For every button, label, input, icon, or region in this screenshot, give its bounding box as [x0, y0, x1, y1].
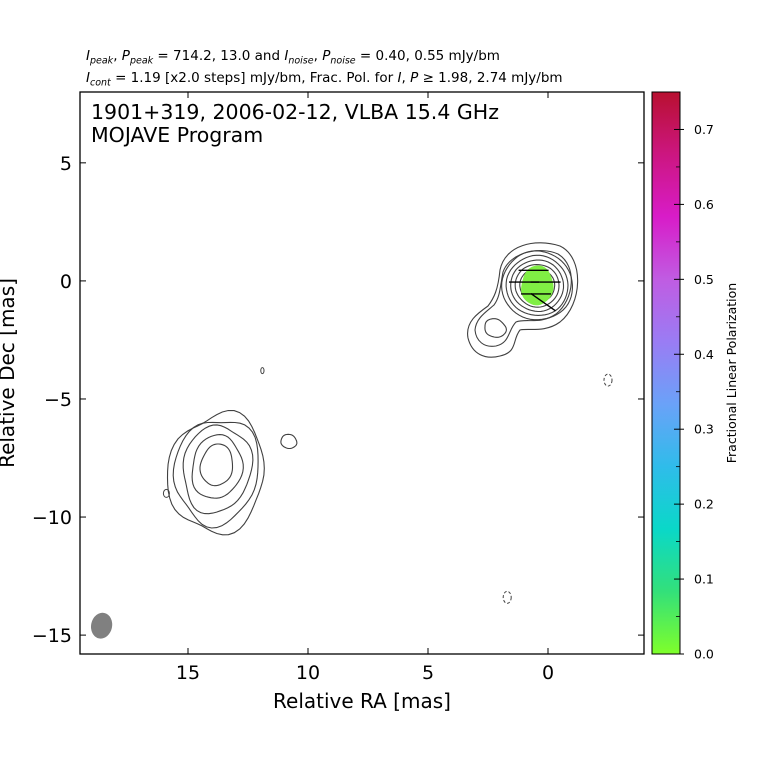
y-tick-label: −15 [32, 625, 72, 647]
colorbar-tick-label: 0.0 [694, 647, 714, 662]
edge-knot-contour [162, 488, 170, 498]
polarization-region [521, 265, 554, 306]
core-envelope-contour [467, 242, 579, 358]
negative-contour [502, 590, 512, 604]
evpa-vector [530, 292, 556, 312]
axis-ticks: 15 10 5 0 5 0 −5 −10 −15 [32, 92, 644, 684]
colorbar-tick-label: 0.7 [694, 122, 714, 137]
header-line-1: Ipeak, Ppeak = 714.2, 13.0 and Inoise, P… [86, 48, 500, 67]
core-contour [505, 254, 569, 316]
plot-frame [79, 91, 645, 655]
y-axis-label: Relative Dec [mas] [0, 278, 19, 468]
panel-title-line-1: 1901+319, 2006-02-12, VLBA 15.4 GHz [91, 100, 499, 124]
colorbar-tick-label: 0.1 [694, 572, 714, 587]
jet-blob-contour [172, 421, 259, 529]
x-tick-label: 15 [176, 662, 200, 684]
colorbar-tick-label: 0.4 [694, 347, 714, 362]
core-contour [510, 259, 565, 313]
x-tick-label: 5 [422, 662, 434, 684]
x-axis-label: Relative RA [mas] [273, 689, 451, 713]
panel-title-line-2: MOJAVE Program [91, 123, 263, 147]
jet-blob-contour [182, 424, 254, 515]
core-contour [514, 264, 560, 308]
y-tick-label: 0 [60, 271, 72, 293]
colorbar-tick-label: 0.6 [694, 197, 714, 212]
core-envelope-contour [474, 250, 572, 347]
colorbar [651, 91, 681, 655]
jet-blob-contour [166, 409, 265, 536]
colorbar-label: Fractional Linear Polarization [724, 283, 739, 463]
jet-blob-contour [199, 443, 234, 487]
y-tick-label: −10 [32, 507, 72, 529]
y-tick-label: 5 [60, 153, 72, 175]
colorbar-ticks: 0.0 0.1 0.2 0.3 0.4 0.5 0.6 0.7 [674, 122, 714, 662]
jet-blob-contour [191, 434, 244, 499]
colorbar-tick-label: 0.5 [694, 272, 714, 287]
x-tick-label: 10 [296, 662, 320, 684]
header-line-2: Icont = 1.19 [x2.0 steps] mJy/bm, Frac. … [86, 70, 563, 89]
y-tick-label: −5 [44, 389, 72, 411]
colorbar-tick-label: 0.3 [694, 422, 714, 437]
negative-contour [603, 373, 613, 387]
x-tick-label: 0 [542, 662, 554, 684]
small-knot-contour [280, 433, 298, 450]
colorbar-tick-label: 0.2 [694, 497, 714, 512]
tiny-feature-contour [260, 367, 265, 375]
inner-knot-contour [484, 318, 507, 338]
beam-ellipse [90, 612, 113, 639]
polarization-layer [509, 265, 561, 312]
